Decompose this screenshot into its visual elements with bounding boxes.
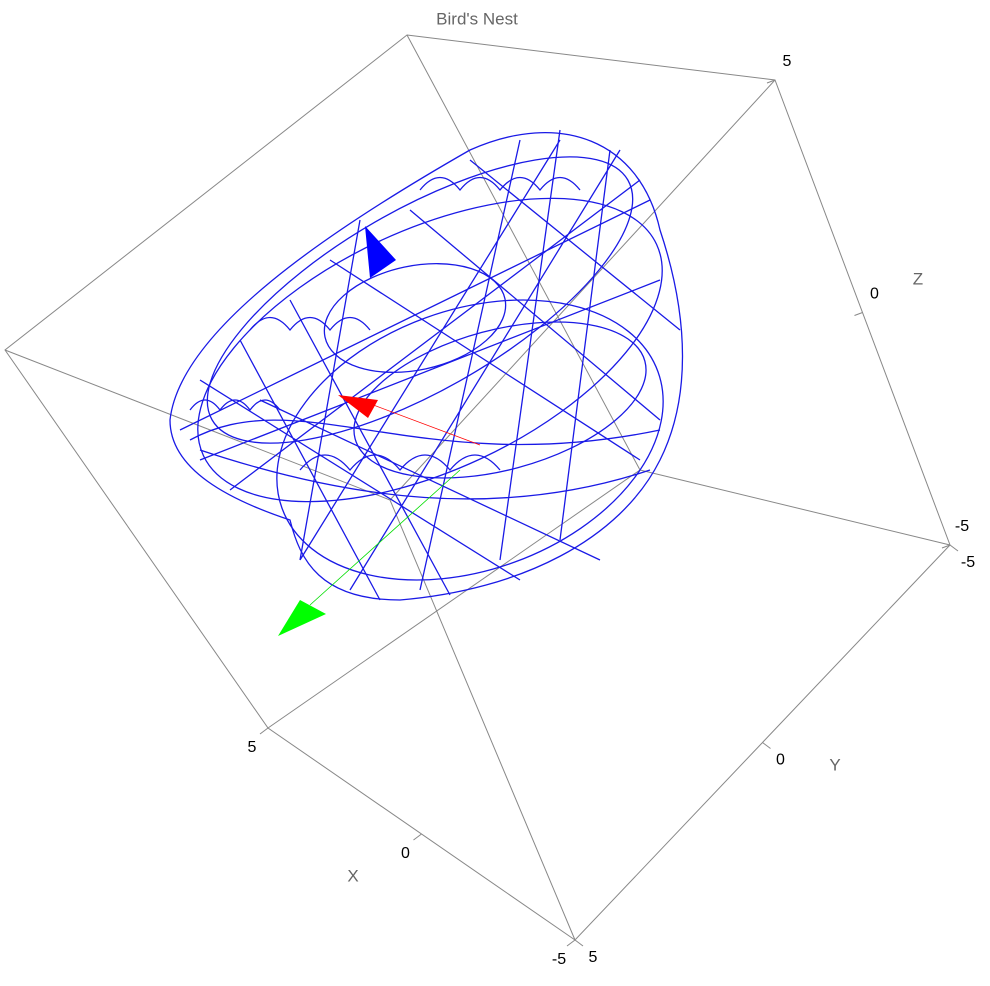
nest-loop: [276, 299, 664, 581]
z-tick-label: -5: [955, 518, 969, 535]
nest-outline: [169, 131, 684, 601]
box: [4, 34, 951, 941]
tick-mark: [574, 939, 584, 947]
green-axis: [309, 469, 461, 606]
red-arrow: [338, 395, 378, 418]
z-axis-label: Z: [913, 269, 923, 288]
x-tick-label: 0: [401, 845, 410, 862]
nest-arches: [189, 176, 581, 472]
x-tick-label: 5: [248, 739, 257, 756]
nest-strands: [179, 129, 681, 601]
tick-mark: [762, 742, 771, 749]
y-tick-label: 5: [589, 949, 598, 966]
chart-title: Bird's Nest: [436, 9, 518, 28]
tick-mark: [766, 79, 776, 84]
z-tick-label: 5: [783, 53, 792, 70]
red-axis: [359, 399, 481, 446]
tick-mark: [259, 727, 269, 735]
box-outline: [4, 34, 951, 941]
x-axis-label: X: [347, 866, 358, 885]
blue-arrow: [365, 226, 396, 278]
tick-mark: [413, 833, 422, 841]
nest-wireframe: [169, 129, 684, 601]
y-axis-label: Y: [829, 755, 840, 774]
nest-loop: [353, 321, 647, 479]
nest-loop: [197, 197, 663, 503]
tick-mark: [854, 312, 863, 316]
tick-mark: [566, 939, 576, 947]
axes-arrows: [278, 226, 481, 636]
nest-loop: [206, 156, 634, 444]
nest-loop: [323, 263, 507, 373]
tick-mark: [949, 544, 959, 552]
y-tick-label: 0: [776, 752, 785, 769]
x-tick-label: -5: [552, 951, 566, 968]
z-tick-label: 0: [870, 286, 879, 303]
box-inner-edges: [4, 34, 951, 941]
green-arrow: [278, 600, 326, 636]
tick-mark: [941, 544, 951, 549]
y-tick-label: -5: [961, 554, 975, 571]
